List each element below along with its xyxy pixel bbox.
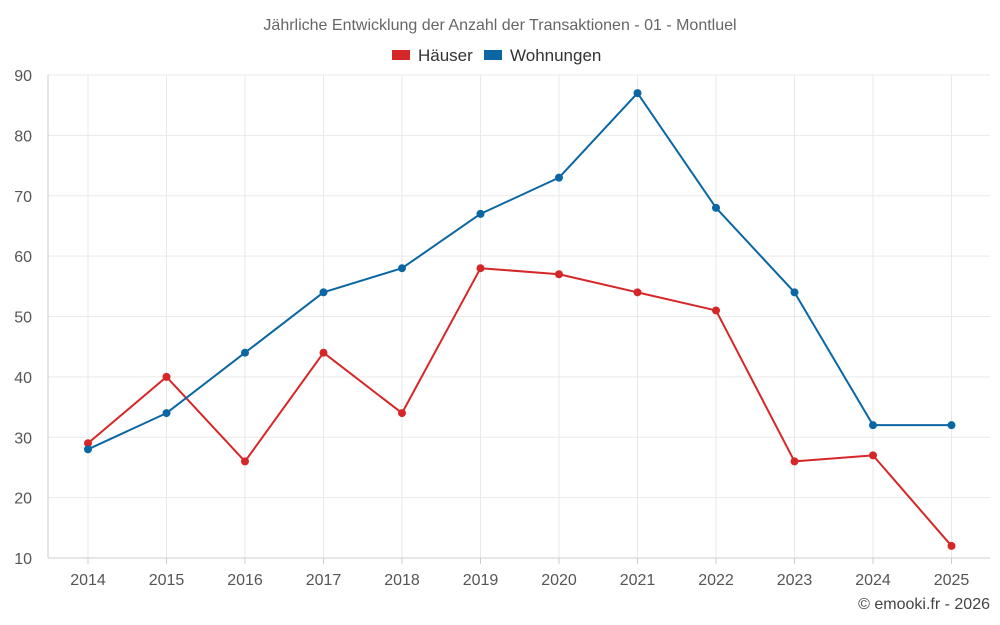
data-point-h-user[interactable] [869, 451, 877, 460]
x-tick-label: 2021 [620, 572, 656, 589]
data-point-h-user[interactable] [947, 541, 956, 550]
data-point-wohnungen[interactable] [241, 348, 249, 357]
x-tick-label: 2016 [227, 572, 263, 589]
data-point-h-user[interactable] [633, 288, 642, 297]
y-tick-label: 10 [14, 551, 32, 568]
legend-label-wohnungen[interactable]: Wohnungen [510, 46, 601, 65]
data-points [84, 89, 956, 550]
y-tick-label: 50 [14, 310, 32, 327]
legend-label-hauser[interactable]: Häuser [418, 46, 473, 65]
data-point-wohnungen[interactable] [633, 89, 642, 98]
y-tick-label: 60 [14, 249, 32, 266]
data-point-wohnungen[interactable] [84, 445, 92, 454]
x-tick-label: 2015 [149, 572, 185, 589]
axes: 10 20 30 40 50 60 70 80 90 2014 2015 2016 2017 2018 20… [14, 68, 990, 589]
grid [48, 74, 990, 559]
x-tick-label: 2025 [934, 572, 970, 589]
y-tick-label: 30 [14, 430, 32, 447]
data-point-h-user[interactable] [319, 348, 328, 357]
data-point-wohnungen[interactable] [555, 173, 563, 182]
x-tick-label: 2019 [463, 572, 499, 589]
x-tick-label: 2022 [698, 572, 734, 589]
y-tick-label: 20 [14, 491, 32, 508]
data-point-wohnungen[interactable] [869, 421, 877, 430]
x-tick-label: 2020 [541, 572, 577, 589]
data-point-wohnungen[interactable] [947, 421, 956, 430]
chart-title: Jährliche Entwicklung der Anzahl der Tra… [263, 17, 736, 34]
data-point-wohnungen[interactable] [162, 409, 171, 418]
data-point-h-user[interactable] [790, 457, 799, 466]
data-point-wohnungen[interactable] [476, 209, 485, 218]
y-tick-label: 90 [14, 68, 32, 85]
x-tick-label: 2024 [855, 572, 891, 589]
y-tick-label: 70 [14, 189, 32, 206]
data-point-h-user[interactable] [398, 409, 406, 418]
data-point-wohnungen[interactable] [790, 288, 799, 297]
data-point-h-user[interactable] [555, 270, 563, 279]
data-point-h-user[interactable] [84, 439, 92, 448]
legend-swatch-hauser [392, 50, 410, 60]
legend: Häuser Wohnungen [392, 46, 601, 65]
data-point-h-user[interactable] [162, 372, 171, 381]
x-tick-label: 2017 [306, 572, 342, 589]
y-tick-label: 80 [14, 128, 32, 145]
series-line-h-user [87, 267, 953, 547]
x-tick-label: 2018 [384, 572, 420, 589]
credit-text: © emooki.fr - 2026 [858, 596, 990, 613]
data-point-wohnungen[interactable] [712, 203, 720, 212]
data-point-h-user[interactable] [241, 457, 249, 466]
x-tick-label: 2023 [777, 572, 813, 589]
data-point-h-user[interactable] [476, 264, 485, 273]
data-point-wohnungen[interactable] [319, 288, 328, 297]
y-tick-label: 40 [14, 370, 32, 387]
series [87, 92, 953, 547]
x-tick-label: 2014 [70, 572, 106, 589]
legend-swatch-wohnungen [484, 50, 502, 60]
series-line-wohnungen [87, 92, 952, 451]
data-point-wohnungen[interactable] [398, 264, 406, 273]
data-point-h-user[interactable] [712, 306, 720, 315]
